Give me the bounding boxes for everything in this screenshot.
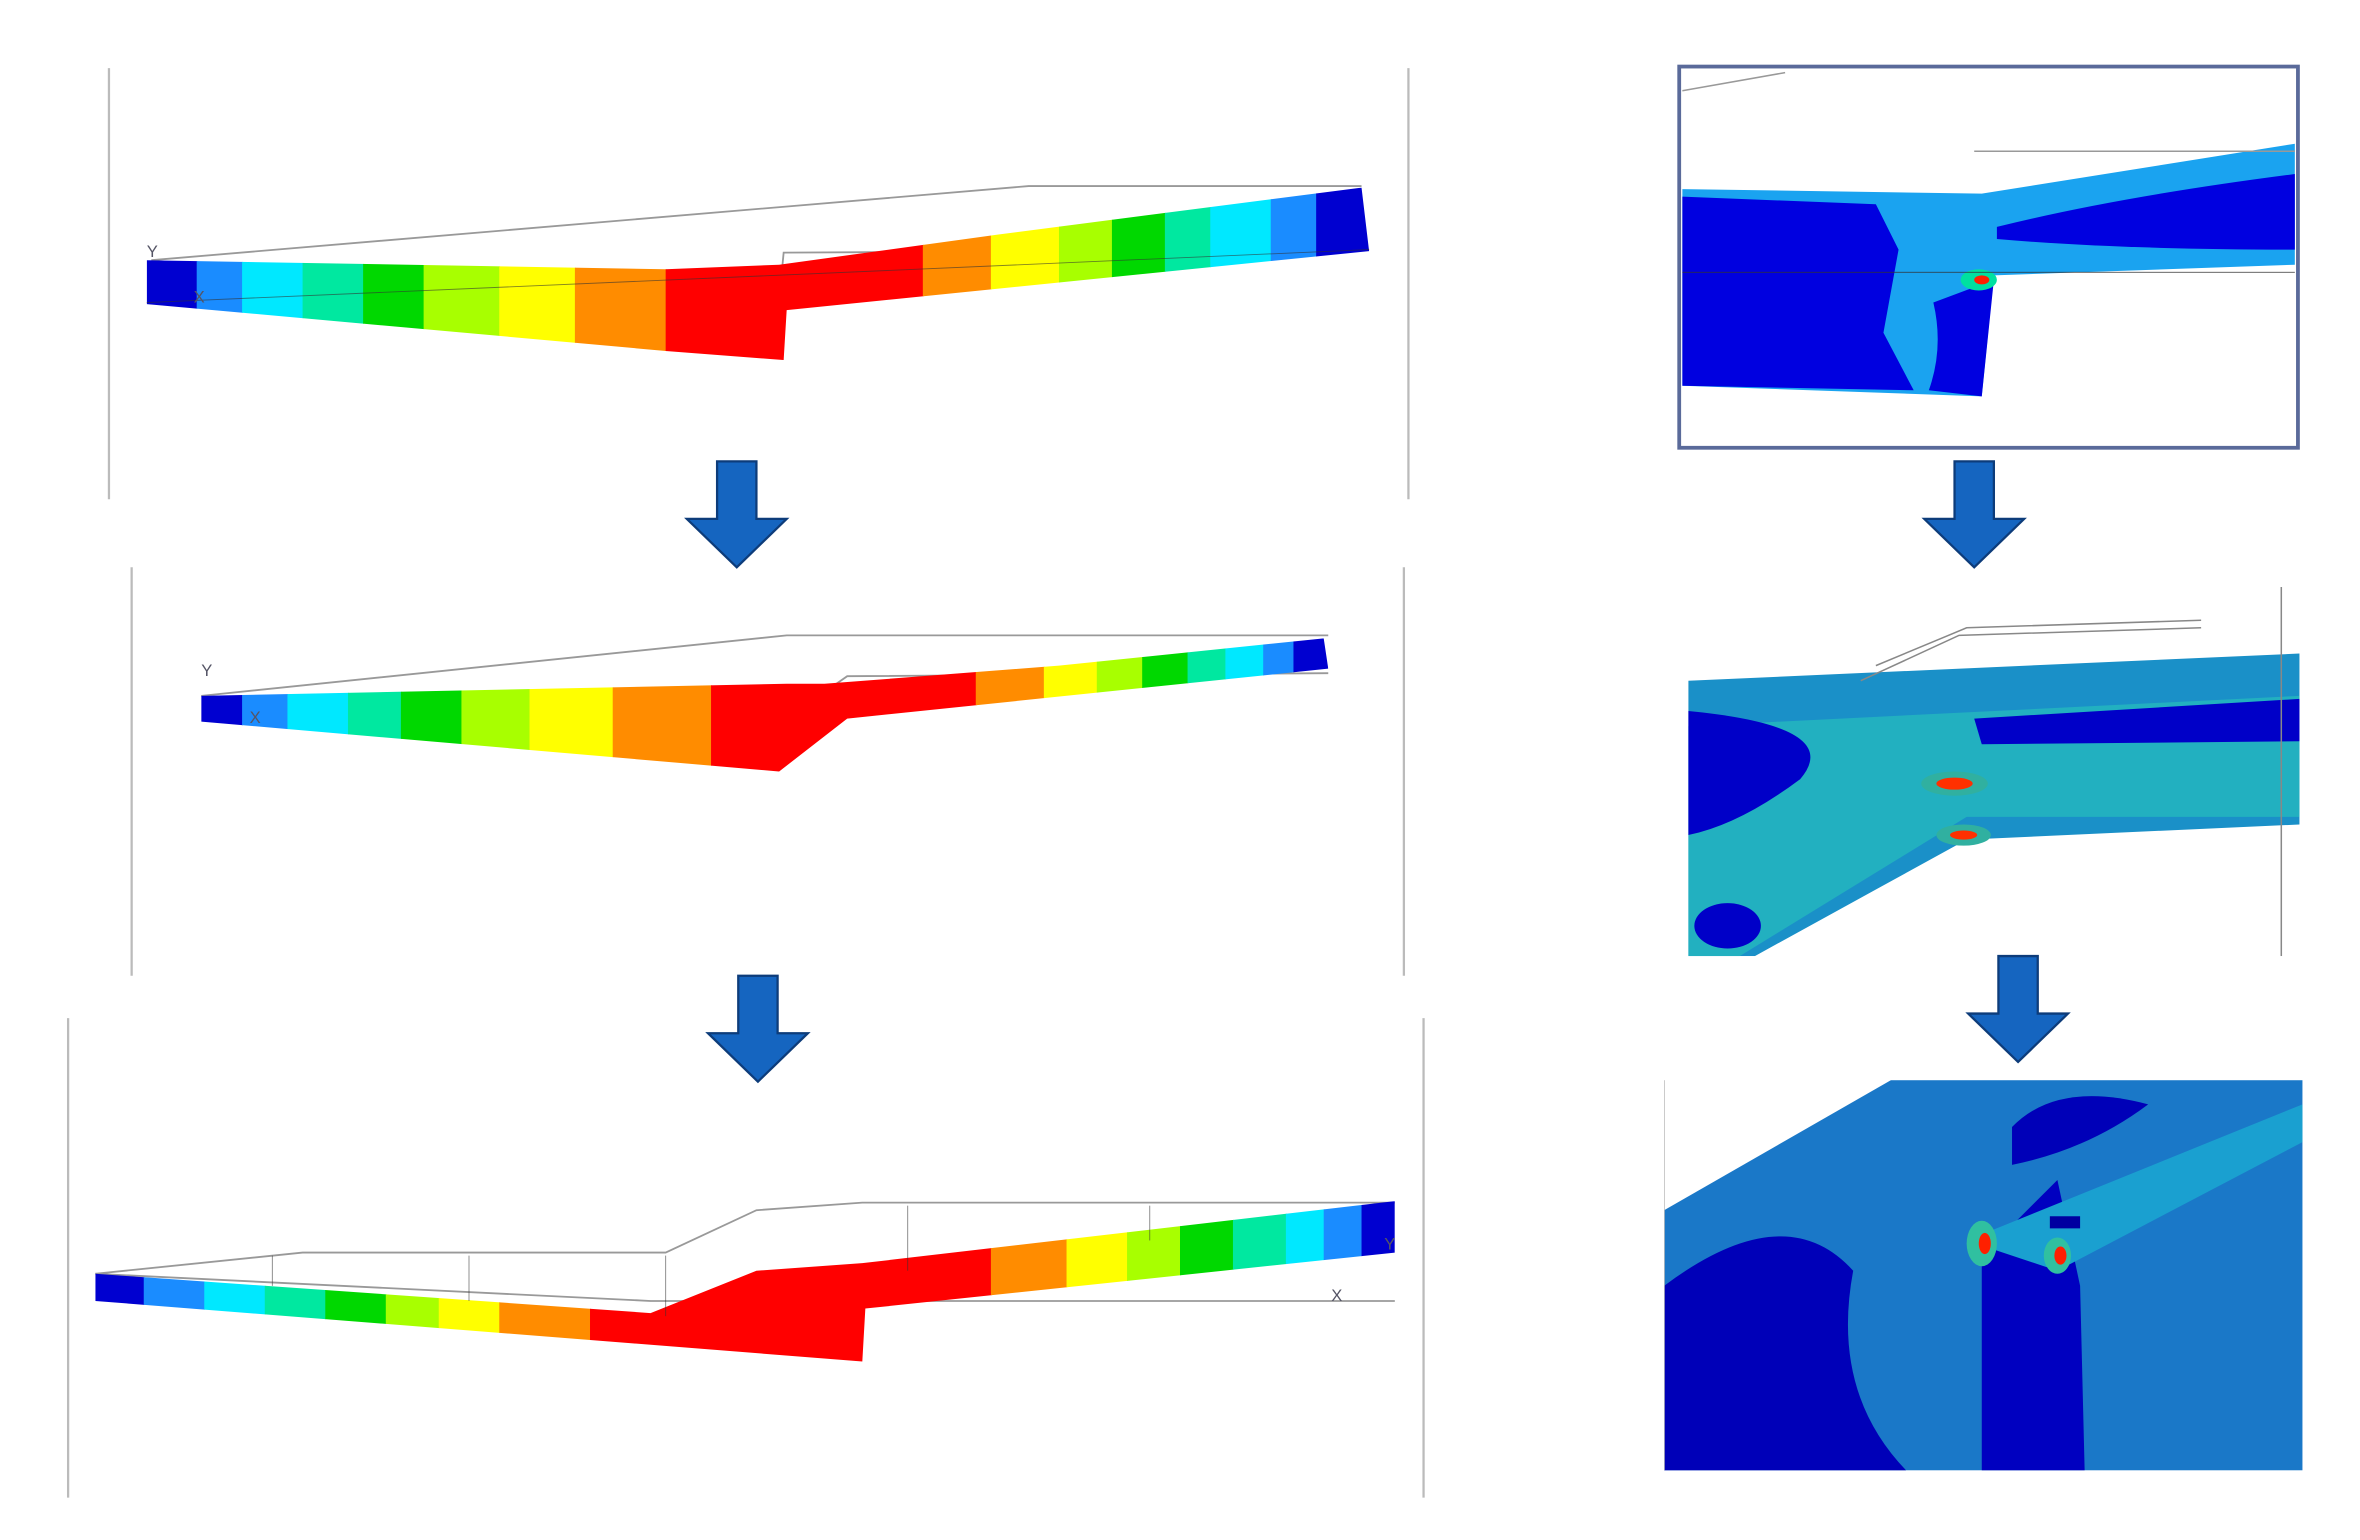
detail-1 <box>1682 71 2295 397</box>
contour-band <box>1293 638 1329 772</box>
detail-2 <box>1688 586 2300 957</box>
contour-band <box>423 187 501 361</box>
contour-band <box>385 1201 440 1362</box>
contour-band <box>1066 1201 1128 1362</box>
triad-x: X <box>1331 1286 1342 1305</box>
flow-arrows <box>684 460 2071 1084</box>
contour-band <box>612 638 712 772</box>
contour-band <box>95 1201 145 1362</box>
contour-band <box>1043 638 1098 772</box>
contour-band <box>196 187 243 361</box>
contour-band <box>499 1201 591 1362</box>
contour-band <box>1263 638 1295 772</box>
contour-band <box>146 187 198 361</box>
contour-band <box>264 1201 327 1362</box>
contour-band <box>1096 638 1143 772</box>
triad-y: Y <box>201 661 212 680</box>
triad-y: Y <box>147 242 158 261</box>
contour-band <box>1361 1201 1395 1362</box>
contour-band <box>990 1201 1068 1362</box>
contour-band <box>1180 1201 1234 1362</box>
contour-band <box>201 638 243 772</box>
contour-band <box>1225 638 1264 772</box>
contour-band <box>1323 1201 1363 1362</box>
contour-band <box>499 187 576 361</box>
contour-band <box>922 187 992 361</box>
triad-y: Y <box>1384 1235 1395 1254</box>
contour-band <box>711 638 977 772</box>
contour-band <box>347 638 402 772</box>
deformed-beam-3 <box>95 1201 1395 1362</box>
contour-band <box>204 1201 266 1362</box>
contour-band <box>461 638 531 772</box>
detail-frame <box>1677 64 2300 450</box>
triad-x: X <box>194 288 205 307</box>
contour-band <box>1127 1201 1181 1362</box>
contour-band <box>1187 638 1227 772</box>
contour-band <box>665 187 924 361</box>
contour-band <box>529 638 614 772</box>
contour-band <box>242 638 289 772</box>
contour-band <box>287 638 349 772</box>
contour-band <box>242 187 304 361</box>
contour-band <box>975 638 1045 772</box>
contour-band <box>325 1201 387 1362</box>
contour-band <box>363 187 425 361</box>
mesh-lines <box>146 249 1370 1317</box>
contour-band <box>1142 638 1189 772</box>
contour-band <box>590 1201 992 1362</box>
deformed-beam-2 <box>201 638 1329 772</box>
triad-x: X <box>250 708 261 727</box>
contour-band <box>574 187 667 361</box>
right-column <box>1664 64 2303 1471</box>
contour-band <box>302 187 364 361</box>
contour-band <box>1285 1201 1325 1362</box>
left-column: Y X Y X Y X <box>66 68 1425 1498</box>
contour-band <box>400 638 463 772</box>
contour-band <box>1232 1201 1287 1362</box>
detail-3 <box>1664 1080 2303 1471</box>
frame-lines <box>66 68 1425 1498</box>
